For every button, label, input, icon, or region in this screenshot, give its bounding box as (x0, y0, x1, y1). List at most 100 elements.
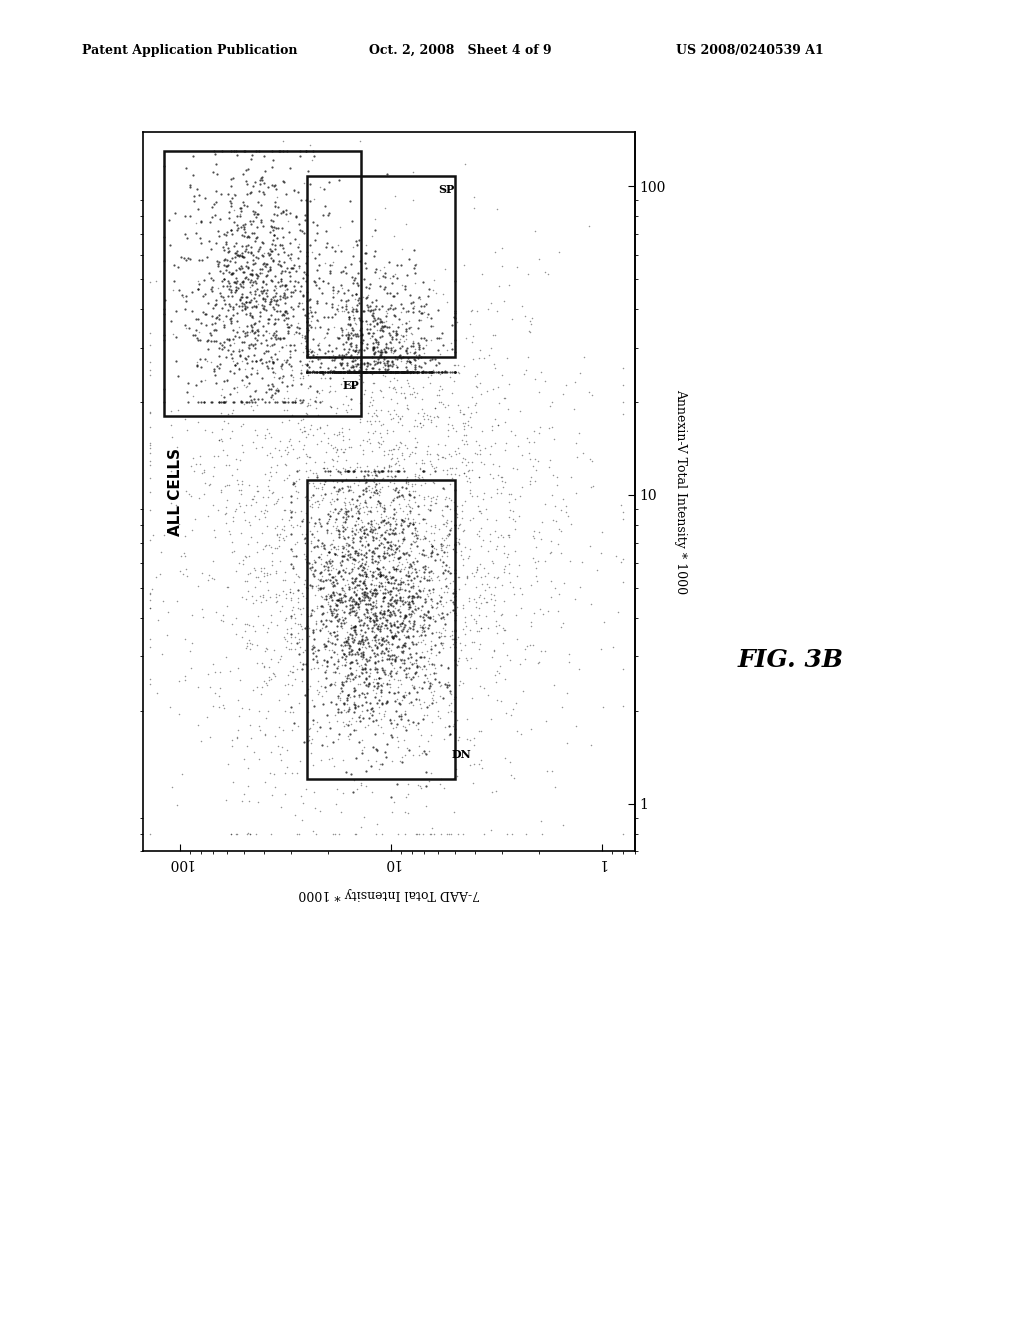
Point (335, 783, 351, 804)
Point (444, 338, 461, 359)
Point (343, 376, 359, 397)
Point (303, 560, 319, 581)
Point (372, 565, 388, 586)
Point (323, 564, 339, 585)
Point (413, 698, 429, 719)
Point (393, 612, 410, 634)
Point (355, 362, 372, 383)
Point (349, 289, 366, 310)
Point (345, 269, 361, 290)
Point (330, 503, 346, 524)
Point (476, 453, 493, 474)
Point (221, 383, 238, 404)
Point (359, 297, 376, 318)
Point (414, 677, 430, 698)
Point (226, 378, 243, 399)
Point (163, 310, 179, 331)
Point (369, 636, 385, 657)
Point (316, 195, 333, 216)
Point (281, 664, 297, 685)
Point (336, 602, 352, 623)
Point (349, 558, 366, 579)
Point (269, 289, 286, 310)
Point (309, 343, 326, 364)
Point (395, 500, 412, 521)
Point (445, 688, 462, 709)
Point (336, 503, 352, 524)
Point (351, 364, 368, 385)
Point (466, 198, 482, 219)
Point (449, 597, 465, 618)
Point (267, 776, 284, 797)
Point (391, 582, 408, 603)
Point (366, 668, 382, 689)
Point (522, 574, 539, 595)
Point (330, 362, 346, 383)
Point (395, 634, 412, 655)
Point (224, 614, 241, 635)
Point (309, 574, 326, 595)
Point (335, 520, 351, 541)
Point (430, 519, 446, 540)
Point (343, 362, 359, 383)
Point (325, 360, 341, 381)
Point (286, 367, 302, 388)
Point (327, 822, 343, 843)
Point (375, 627, 391, 648)
Point (310, 383, 327, 404)
Point (321, 172, 337, 193)
Point (400, 495, 417, 516)
Point (375, 362, 391, 383)
Point (336, 700, 352, 721)
Point (540, 264, 556, 285)
Point (380, 355, 396, 376)
Point (341, 325, 357, 346)
Point (330, 235, 346, 256)
Point (393, 553, 410, 574)
Point (382, 709, 398, 730)
Point (327, 569, 343, 590)
Point (388, 362, 404, 383)
Point (229, 719, 246, 741)
Point (386, 682, 402, 704)
Point (346, 719, 362, 741)
Point (404, 161, 421, 182)
Point (385, 539, 401, 560)
Point (286, 471, 302, 492)
Point (385, 578, 401, 599)
Point (421, 279, 437, 300)
Point (314, 362, 331, 383)
Point (410, 347, 426, 368)
Point (458, 454, 474, 475)
Point (283, 624, 299, 645)
Point (337, 595, 353, 616)
Point (614, 549, 631, 570)
Point (415, 709, 431, 730)
Point (395, 330, 412, 351)
Point (395, 730, 412, 751)
Point (249, 268, 265, 289)
Point (355, 362, 372, 383)
Point (366, 300, 382, 321)
Point (501, 525, 517, 546)
Point (325, 661, 341, 682)
Point (359, 430, 376, 451)
Point (488, 510, 505, 531)
Point (256, 243, 272, 264)
Point (276, 628, 293, 649)
Point (246, 253, 262, 275)
Point (392, 362, 409, 383)
Point (423, 362, 439, 383)
Point (462, 483, 478, 504)
Point (365, 597, 381, 618)
Point (414, 642, 430, 663)
Point (348, 605, 365, 626)
Point (344, 524, 360, 545)
Point (294, 284, 310, 305)
Point (426, 822, 442, 843)
Point (413, 694, 429, 715)
Point (368, 404, 384, 425)
Point (210, 220, 226, 242)
Point (368, 583, 384, 605)
Point (326, 362, 342, 383)
